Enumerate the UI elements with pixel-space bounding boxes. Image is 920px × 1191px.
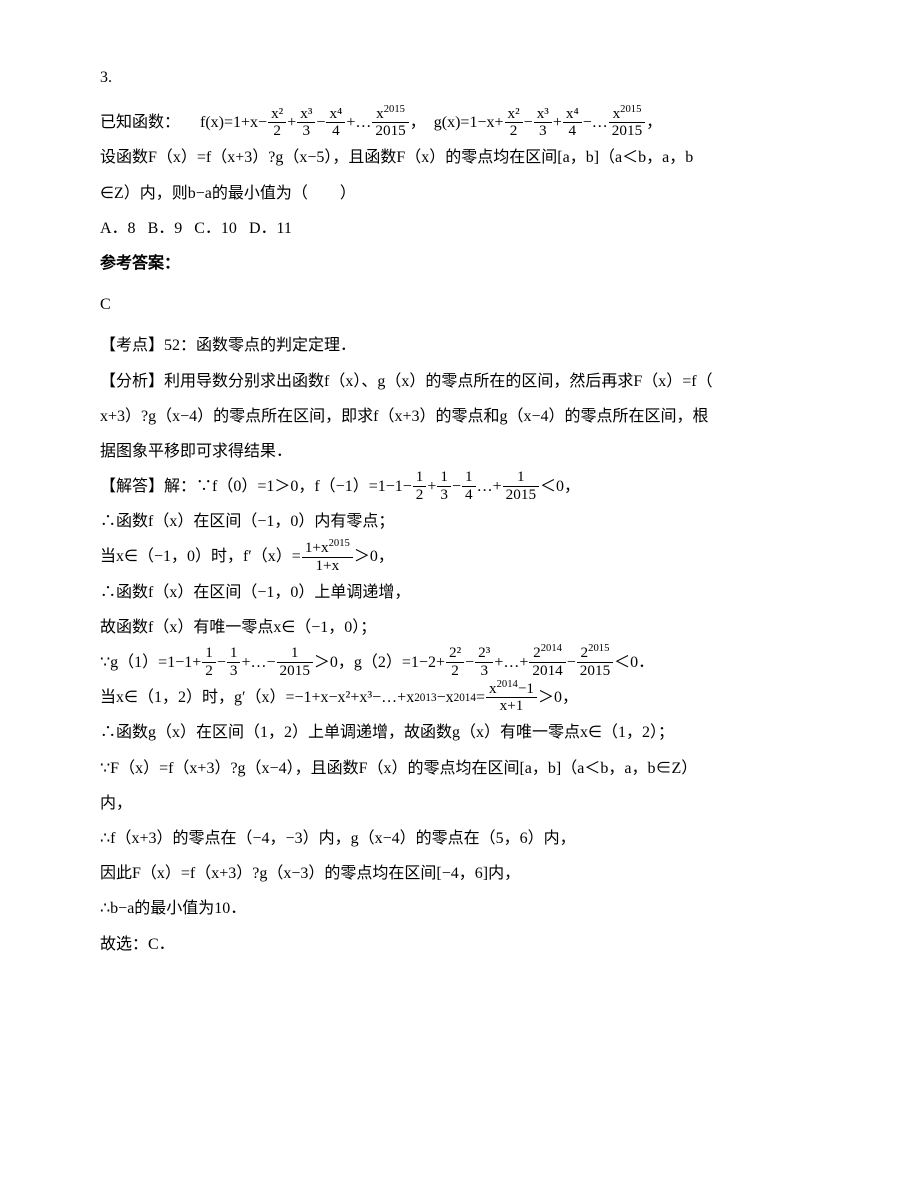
frac-g1-2: 12 [202, 645, 216, 679]
question-line3: ∈Z）内，则b−a的最小值为（ ） [100, 176, 840, 211]
frac-x3-3-g: x³3 [534, 106, 552, 140]
frac-1-2015: 12015 [503, 469, 539, 503]
answer-heading: 参考答案： [100, 246, 840, 281]
step-r7: ∴函数g（x）在区间（1，2）上单调递增，故函数g（x）有唯一零点x∈（1，2）… [100, 715, 840, 750]
frac-g2-23: 2³3 [475, 645, 493, 679]
kaodian: 【考点】52：函数零点的判定定理． [100, 328, 840, 363]
intro-text: 已知函数： [100, 105, 180, 140]
step-r8: ∵F（x）=f（x+3）?g（x−4），且函数F（x）的零点均在区间[a，b]（… [100, 751, 840, 786]
step-r3: ∴函数f（x）在区间（−1，0）上单调递增， [100, 575, 840, 610]
fenxi-l2: x+3）?g（x−4）的零点所在区间，即求f（x+3）的零点和g（x−4）的零点… [100, 399, 840, 434]
step-r4: 故函数f（x）有唯一零点x∈（−1，0）； [100, 610, 840, 645]
step-r5: ∵g（1）=1−1+ 12 − 13 +…− 12015 ＞0，g（2）=1−2… [100, 645, 840, 680]
frac-1-2: 12 [413, 469, 427, 503]
f-prefix: f(x)=1+x− [200, 105, 267, 140]
frac-x4-4-g: x⁴4 [563, 106, 582, 140]
g-definition: g(x)=1−x+ x²2 − x³3 + x⁴4 −… x20152015 [434, 105, 646, 140]
step-r9: ∴f（x+3）的零点在（−4，−3）内，g（x−4）的零点在（5，6）内， [100, 821, 840, 856]
g-prefix: g(x)=1−x+ [434, 105, 504, 140]
f-definition: f(x)=1+x− x²2 + x³3 − x⁴4 +… x20152015 [200, 105, 410, 140]
frac-g2-22: 2²2 [446, 645, 464, 679]
frac-g2-2015: 220152015 [577, 645, 613, 679]
step-r11: ∴b−a的最小值为10． [100, 891, 840, 926]
question-line2: 设函数F（x）=f（x+3）?g（x−5），且函数F（x）的零点均在区间[a，b… [100, 140, 840, 175]
frac-x2-2: x²2 [268, 106, 286, 140]
option-c: C．10 [194, 220, 237, 237]
answer-letter: C [100, 287, 840, 322]
question-number: 3. [100, 60, 840, 95]
frac-g2-2014: 220142014 [529, 645, 565, 679]
options: A．8 B．9 C．10 D．11 [100, 211, 840, 246]
step-r1: ∴函数f（x）在区间（−1，0）内有零点； [100, 504, 840, 539]
frac-x2-2-g: x²2 [505, 106, 523, 140]
frac-g1-2015: 12015 [277, 645, 313, 679]
frac-1-3: 13 [437, 469, 451, 503]
frac-x2015-g: x20152015 [609, 106, 645, 140]
step-r12: 故选：C． [100, 927, 840, 962]
option-a: A．8 [100, 220, 136, 237]
frac-x2015: x20152015 [372, 106, 408, 140]
fenxi-l3: 据图象平移即可求得结果． [100, 434, 840, 469]
step-r8b: 内， [100, 786, 840, 821]
frac-deriv-f: 1+x2015 1+x [302, 540, 353, 574]
fenxi-l1: 【分析】利用导数分别求出函数f（x）、g（x）的零点所在的区间，然后再求F（x）… [100, 364, 840, 399]
frac-x3-3: x³3 [297, 106, 315, 140]
frac-x4-4: x⁴4 [326, 106, 345, 140]
frac-gprime: x2014−1 x+1 [486, 681, 537, 715]
frac-1-4: 14 [462, 469, 476, 503]
frac-g1-3: 13 [227, 645, 241, 679]
step-r2: 当x∈（−1，0）时，f′（x）= 1+x2015 1+x ＞0， [100, 539, 840, 574]
jieda-line1: 【解答】解：∵f（0）=1＞0，f（−1）=1−1− 12 + 13 − 14 … [100, 469, 840, 504]
given-functions: 已知函数： f(x)=1+x− x²2 + x³3 − x⁴4 +… x2015… [100, 105, 840, 140]
option-b: B．9 [148, 220, 183, 237]
step-r6: 当x∈（1，2）时，g′（x）=−1+x−x²+x³−…+x2013 −x201… [100, 680, 840, 715]
option-d: D．11 [249, 220, 292, 237]
step-r10: 因此F（x）=f（x+3）?g（x−3）的零点均在区间[−4，6]内， [100, 856, 840, 891]
